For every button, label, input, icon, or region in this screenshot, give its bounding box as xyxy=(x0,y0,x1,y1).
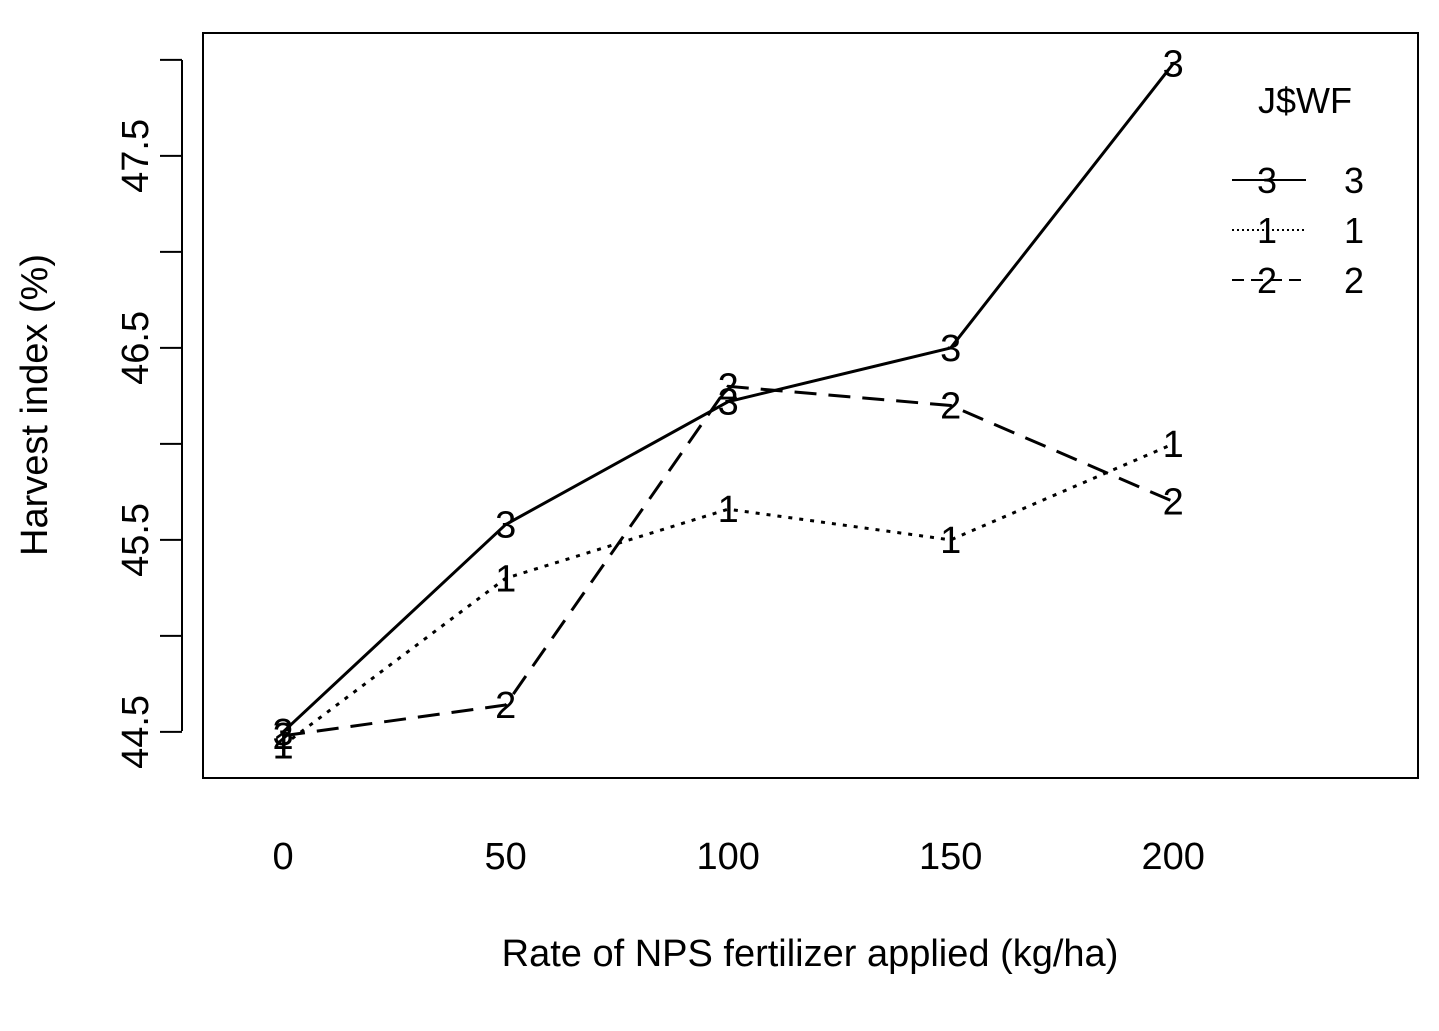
series-2: 2 2 2 2 2 xyxy=(273,366,1184,757)
legend-label: 2 xyxy=(1344,260,1364,301)
data-point-label: 2 xyxy=(495,685,516,727)
x-axis-ticks: 0 50 100 150 200 xyxy=(273,836,1205,878)
data-point-label: 3 xyxy=(1163,44,1184,86)
data-point-label: 2 xyxy=(718,366,739,408)
legend-title: J$WF xyxy=(1258,80,1352,121)
y-tick-label: 45.5 xyxy=(115,503,157,577)
x-tick-label: 200 xyxy=(1142,836,1205,878)
data-point-label: 1 xyxy=(1163,424,1184,466)
y-axis-ticks: 44.5 45.5 46.5 47.5 xyxy=(115,58,182,769)
data-point-label: 2 xyxy=(1163,482,1184,524)
legend: J$WF 3 31 12 2 xyxy=(1232,80,1364,301)
y-tick-label: 44.5 xyxy=(115,695,157,769)
legend-marker: 1 xyxy=(1257,210,1277,251)
legend-items: 3 31 12 2 xyxy=(1232,160,1364,301)
data-point-label: 3 xyxy=(273,712,294,754)
x-tick-label: 150 xyxy=(919,836,982,878)
data-point-label: 1 xyxy=(940,520,961,562)
series-line-2 xyxy=(282,384,1174,738)
legend-label: 3 xyxy=(1344,160,1364,201)
series-line-1 xyxy=(282,442,1174,747)
plot-frame xyxy=(202,32,1419,779)
legend-label: 1 xyxy=(1344,210,1364,251)
y-tick-label: 46.5 xyxy=(115,311,157,385)
x-tick-label: 50 xyxy=(484,836,526,878)
x-tick-label: 100 xyxy=(696,836,759,878)
data-point-label: 3 xyxy=(940,328,961,370)
data-point-label: 2 xyxy=(940,386,961,428)
y-tick-label: 47.5 xyxy=(115,119,157,193)
series-3: 3 3 3 3 3 xyxy=(273,44,1184,754)
x-axis-title: Rate of NPS fertilizer applied (kg/ha) xyxy=(502,933,1119,975)
data-point-label: 1 xyxy=(718,489,739,531)
legend-marker: 2 xyxy=(1257,260,1277,301)
data-point-label: 3 xyxy=(495,505,516,547)
data-point-label: 2 xyxy=(273,716,294,758)
data-point-label: 1 xyxy=(495,558,516,600)
series-line-3 xyxy=(282,62,1175,734)
x-tick-label: 0 xyxy=(273,836,294,878)
data-point-label: 3 xyxy=(718,382,739,424)
y-axis-title: Harvest index (%) xyxy=(14,254,56,556)
legend-marker: 3 xyxy=(1257,160,1277,201)
